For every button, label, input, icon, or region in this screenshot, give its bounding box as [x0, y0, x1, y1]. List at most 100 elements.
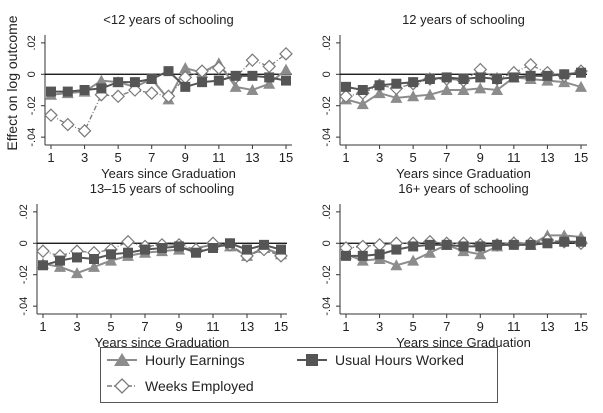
panel-2-usual-hours-worked-point — [408, 77, 419, 88]
panel-2-usual-hours-worked-point — [357, 85, 368, 95]
panel-4-usual-hours-worked-point — [458, 241, 469, 252]
panel-3-x-tick-label: 11 — [206, 319, 220, 334]
panel-1-y-tick-label: 0 — [26, 71, 38, 77]
panel-1-usual-hours-worked-point — [213, 75, 224, 86]
panel-3-hourly-earnings-point — [71, 267, 83, 279]
panel-2-x-tick-label: 7 — [443, 150, 450, 165]
panel-1-x-tick-label: 11 — [212, 150, 226, 165]
panel-4-usual-hours-worked-point — [424, 239, 435, 250]
panel-2-title: 12 years of schooling — [402, 12, 525, 27]
panel-3-usual-hours-worked-point — [123, 247, 133, 258]
panel-4-weeks-employed-point — [372, 238, 387, 252]
panel-2-x-tick-label: 9 — [477, 150, 484, 165]
panel-2-hourly-earnings-point — [491, 84, 504, 95]
panel-1-weeks-employed-line — [50, 53, 287, 132]
legend-item-hourly: Hourly Earnings — [107, 352, 245, 368]
panel-1-weeks-employed-point — [212, 61, 226, 75]
legend-item-hours: Usual Hours Worked — [297, 352, 464, 368]
panel-2-usual-hours-worked-point — [341, 81, 351, 92]
panel-4-x-tick-label: 11 — [507, 319, 521, 334]
panel-1-weeks-employed-point — [44, 108, 58, 122]
panel-2-usual-hours-worked-point — [525, 70, 536, 81]
panel-2-x-tick-label: 15 — [574, 150, 588, 165]
panel-1-usual-hours-worked-point — [62, 86, 73, 97]
panel-1-x-tick-label: 5 — [115, 150, 122, 165]
panel-4-x-tick-label: 5 — [410, 319, 417, 334]
panel-2-usual-hours-worked-point — [424, 74, 435, 84]
panel-4-y-tick-label: .02 — [321, 204, 333, 219]
panel-3-usual-hours-worked-point — [276, 244, 286, 255]
panel-4-usual-hours-worked-point — [492, 239, 503, 250]
panel-3-x-tick-label: 15 — [274, 319, 288, 334]
legend-item-weeks: Weeks Employed — [107, 378, 254, 394]
panel-4-usual-hours-worked-point — [559, 236, 570, 247]
panel-1-x-tick-label: 15 — [279, 150, 293, 165]
panel-3-y-tick-label: 0 — [18, 240, 30, 246]
panel-3-x-tick-label: 1 — [39, 319, 46, 334]
panel-1-x-tick-label: 7 — [148, 150, 155, 165]
panel-1-x-tick-label: 13 — [245, 150, 259, 165]
panel-3-x-tick-label: 13 — [240, 319, 254, 334]
panel-2-x-tick-label: 13 — [540, 150, 554, 165]
legend-label-hourly: Hourly Earnings — [145, 352, 245, 368]
panel-1-hourly-earnings-point — [263, 77, 276, 89]
panel-3-usual-hours-worked-point — [225, 238, 235, 249]
panel-2-usual-hours-worked-point — [542, 70, 553, 81]
panel-3-x-tick-label: 7 — [141, 319, 148, 334]
panel-3-usual-hours-worked-point — [191, 247, 201, 258]
panel-3-usual-hours-worked-point — [140, 244, 150, 255]
panel-4-x-label: Years since Graduation — [396, 335, 531, 350]
panel-4-x-tick-label: 7 — [443, 319, 450, 334]
panel-1-hourly-earnings-point — [179, 62, 192, 73]
panel-2-weeks-employed-point — [523, 58, 538, 72]
panel-3-title: 13–15 years of schooling — [90, 181, 235, 196]
panel-2-y-tick-label: -.02 — [321, 96, 333, 115]
panel-3-usual-hours-worked-point — [242, 244, 252, 255]
legend: Hourly Earnings Usual Hours Worked Weeks… — [100, 347, 498, 403]
panel-3-weeks-employed-point — [121, 234, 135, 249]
panel-3-y-tick-label: .02 — [18, 204, 30, 219]
panel-1-usual-hours-worked-point — [180, 81, 191, 92]
panel-4-usual-hours-worked-point — [525, 239, 536, 250]
panel-4-y-tick-label: 0 — [321, 240, 333, 246]
panel-4-title: 16+ years of schooling — [398, 181, 528, 196]
panel-2-usual-hours-worked-point — [458, 74, 469, 84]
panel-2-y-tick-label: 0 — [321, 71, 333, 77]
panel-2-x-tick-label: 11 — [507, 150, 521, 165]
panel-1-usual-hours-worked-point — [113, 77, 124, 88]
panel-3-usual-hours-worked-point — [72, 252, 82, 263]
panel-2-x-tick-label: 1 — [342, 150, 349, 165]
panel-1-usual-hours-worked-point — [247, 70, 258, 81]
panel-4-usual-hours-worked-point — [357, 250, 368, 261]
panel-3-usual-hours-worked-point — [157, 243, 167, 253]
panel-3-hourly-earnings-point — [105, 254, 117, 266]
panel-2-hourly-earnings-point — [575, 80, 587, 92]
panel-1-weeks-employed-point — [111, 89, 125, 104]
panel-1-usual-hours-worked-point — [264, 72, 275, 83]
panel-3-usual-hours-worked-point — [174, 241, 184, 252]
legend-label-hours: Usual Hours Worked — [335, 352, 464, 368]
panel-2-hourly-earnings-point — [407, 90, 420, 102]
panel-2-y-tick-label: .02 — [321, 35, 333, 50]
panel-4-weeks-employed-point — [355, 239, 370, 254]
panel-4-usual-hours-worked-point — [441, 239, 452, 250]
panel-4-x-tick-label: 1 — [342, 319, 349, 334]
panel-1-hourly-earnings-point — [229, 80, 242, 92]
panel-1-hourly-earnings-point — [95, 74, 108, 86]
panel-3-weeks-employed-point — [36, 244, 50, 258]
panel-3-x-label: Years since Graduation — [95, 335, 230, 350]
panel-3-usual-hours-worked-point — [38, 260, 48, 271]
panel-1-usual-hours-worked-point — [79, 85, 90, 95]
panel-1-x-tick-label: 9 — [182, 150, 189, 165]
panel-2-x-tick-label: 5 — [410, 150, 417, 165]
panel-1-usual-hours-worked-point — [146, 74, 157, 84]
panel-2-usual-hours-worked-point — [559, 69, 570, 80]
panel-1-usual-hours-worked-point — [197, 77, 208, 88]
panel-1-x-label: Years since Graduation — [101, 166, 236, 181]
panel-4-hourly-earnings-point — [390, 259, 403, 271]
panel-3-usual-hours-worked-point — [259, 239, 269, 250]
panel-2-usual-hours-worked-point — [508, 72, 519, 83]
triangle-marker-icon — [107, 353, 137, 366]
panel-1-hourly-earnings-point — [280, 63, 292, 75]
